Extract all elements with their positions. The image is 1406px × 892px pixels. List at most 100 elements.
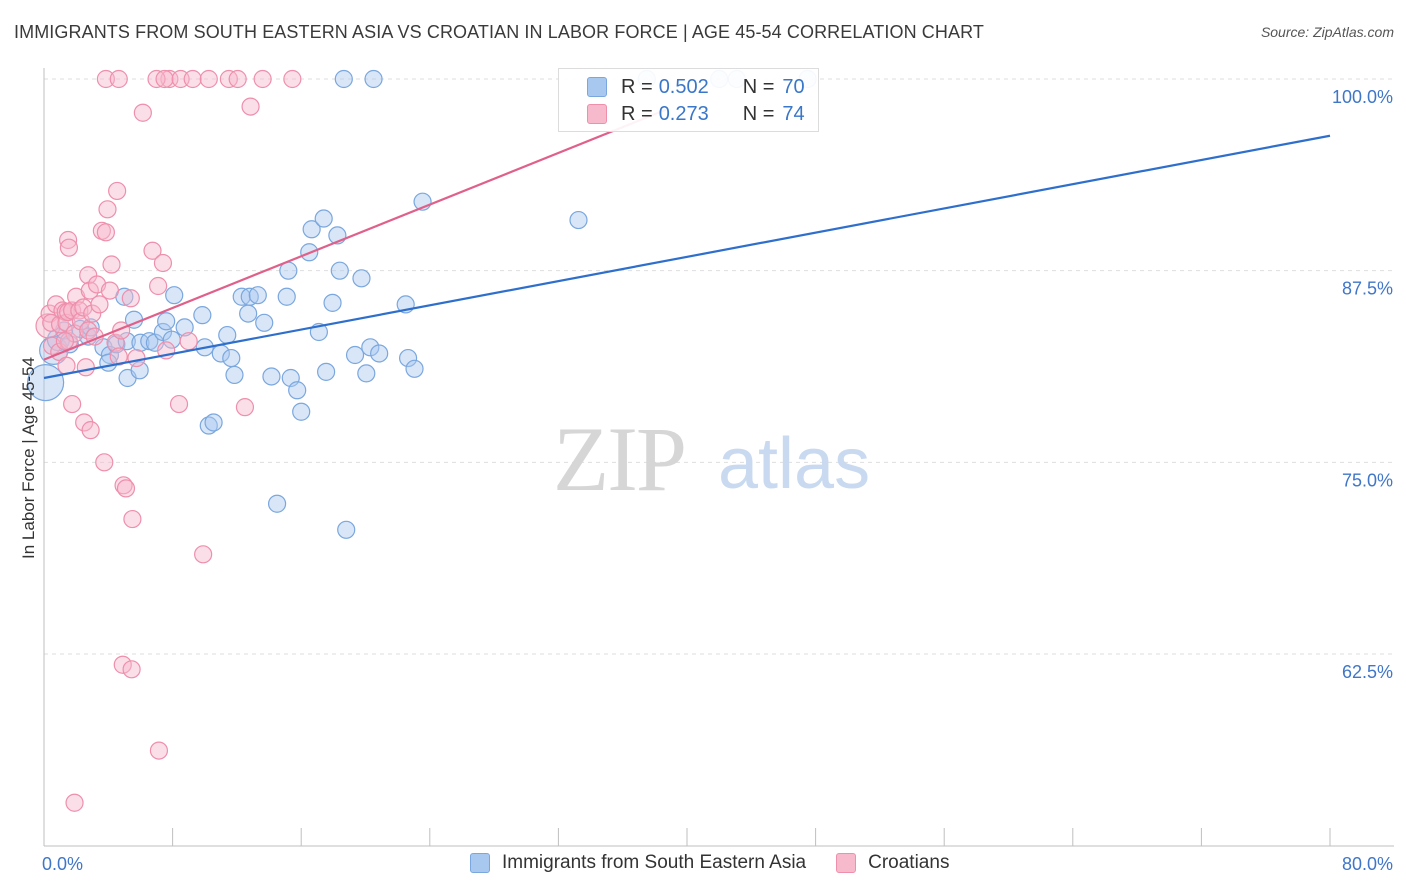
point-croatian xyxy=(76,358,95,377)
point-croatian xyxy=(155,69,174,89)
point-croatian xyxy=(153,253,173,273)
legend-n-value: 74 xyxy=(782,102,805,125)
point-croatian xyxy=(123,509,142,529)
gridlines xyxy=(44,78,1394,655)
point-south-eastern-asia xyxy=(398,348,418,368)
point-south-eastern-asia xyxy=(199,416,218,435)
point-south-eastern-asia xyxy=(405,359,424,378)
axis-labels: 62.5% 75.0% 87.5% 100.0% 0.0% 80.0% In Labor F… xyxy=(19,87,1393,874)
point-south-eastern-asia xyxy=(204,413,223,432)
point-croatian xyxy=(183,69,202,89)
point-croatian xyxy=(96,223,115,242)
data-points xyxy=(27,69,817,812)
point-croatian xyxy=(149,276,168,296)
x-tick-label: 0.0% xyxy=(42,854,83,874)
point-south-eastern-asia xyxy=(302,220,321,239)
axes xyxy=(43,68,1394,847)
legend-n-label: N = xyxy=(742,102,775,125)
series-legend: Immigrants from South Eastern Asia Croat… xyxy=(470,852,979,874)
point-croatian xyxy=(113,655,132,674)
point-south-eastern-asia xyxy=(345,345,365,365)
point-croatian xyxy=(194,545,213,564)
legend-item-croatians[interactable]: Croatians xyxy=(836,852,949,874)
point-croatian xyxy=(100,281,120,300)
point-south-eastern-asia xyxy=(239,304,258,323)
point-croatian xyxy=(169,394,189,414)
point-croatian xyxy=(133,103,152,122)
y-tick-label: 100.0% xyxy=(1332,87,1393,107)
point-south-eastern-asia xyxy=(255,313,274,332)
point-south-eastern-asia xyxy=(267,494,287,513)
point-south-eastern-asia xyxy=(218,325,237,345)
legend-r-label: R = xyxy=(621,75,653,98)
point-south-eastern-asia xyxy=(364,69,383,89)
point-croatian xyxy=(127,348,146,368)
point-south-eastern-asia xyxy=(175,318,194,337)
point-croatian xyxy=(116,479,136,498)
correlation-legend: R = 0.502 N = 70 R = 0.273 N = 74 xyxy=(558,68,819,132)
point-south-eastern-asia xyxy=(292,402,311,421)
point-south-eastern-asia xyxy=(334,69,353,89)
legend-swatch-pink xyxy=(587,104,607,124)
point-south-eastern-asia xyxy=(317,362,336,381)
point-south-eastern-asia xyxy=(277,287,296,306)
legend-label: Immigrants from South Eastern Asia xyxy=(502,852,807,873)
y-axis-title: In Labor Force | Age 45-54 xyxy=(19,357,38,559)
point-south-eastern-asia xyxy=(222,348,241,368)
point-croatian xyxy=(199,69,218,89)
point-croatian xyxy=(121,289,140,308)
point-croatian xyxy=(102,255,121,274)
point-south-eastern-asia xyxy=(569,210,588,230)
point-south-eastern-asia xyxy=(361,338,380,357)
point-croatian xyxy=(81,421,100,440)
y-tick-label: 87.5% xyxy=(1342,279,1393,299)
point-croatian xyxy=(109,69,128,89)
point-south-eastern-asia xyxy=(337,520,356,539)
point-south-eastern-asia xyxy=(288,381,307,400)
point-croatian xyxy=(179,332,198,351)
point-croatian xyxy=(63,394,82,414)
point-south-eastern-asia xyxy=(81,318,100,337)
watermark-zip: ZIP xyxy=(553,408,685,510)
point-south-eastern-asia xyxy=(352,269,371,288)
point-croatian xyxy=(283,69,302,89)
point-south-eastern-asia xyxy=(157,312,176,331)
point-croatian xyxy=(83,304,102,323)
trend-line-south-eastern-asia xyxy=(43,134,1331,380)
y-tick-label: 62.5% xyxy=(1342,662,1393,682)
point-croatian xyxy=(59,238,79,257)
point-south-eastern-asia xyxy=(27,364,65,402)
point-croatian xyxy=(122,660,141,679)
trend-lines xyxy=(43,108,1331,380)
watermark: ZIP atlas xyxy=(553,408,870,510)
legend-r-value: 0.502 xyxy=(658,75,709,98)
point-croatian xyxy=(253,69,272,89)
trend-line-croatian xyxy=(43,108,667,361)
legend-swatch-pink xyxy=(836,853,857,873)
point-south-eastern-asia xyxy=(370,344,389,363)
legend-n-label: N = xyxy=(742,75,775,98)
point-croatian xyxy=(59,230,78,250)
point-croatian xyxy=(241,97,260,116)
source-label: Source: ZipAtlas.com xyxy=(1260,24,1394,40)
point-south-eastern-asia xyxy=(357,364,376,383)
point-croatian xyxy=(65,793,84,812)
point-croatian xyxy=(96,69,115,89)
point-south-eastern-asia xyxy=(248,286,267,305)
x-tick-label: 80.0% xyxy=(1342,854,1393,874)
point-south-eastern-asia xyxy=(262,367,281,386)
legend-item-south-eastern-asia[interactable]: Immigrants from South Eastern Asia xyxy=(470,852,806,874)
point-croatian xyxy=(108,181,127,201)
chart-title: IMMIGRANTS FROM SOUTH EASTERN ASIA VS CR… xyxy=(14,22,984,42)
point-croatian xyxy=(55,332,74,351)
point-croatian xyxy=(80,281,99,300)
point-croatian xyxy=(149,741,169,760)
legend-row-blue: R = 0.502 N = 70 xyxy=(587,75,805,99)
legend-label: Croatians xyxy=(868,852,950,873)
legend-swatch-blue xyxy=(470,853,490,873)
point-croatian xyxy=(98,200,117,219)
legend-r-label: R = xyxy=(621,102,653,125)
point-croatian xyxy=(114,476,133,495)
legend-r-value: 0.273 xyxy=(658,102,709,125)
